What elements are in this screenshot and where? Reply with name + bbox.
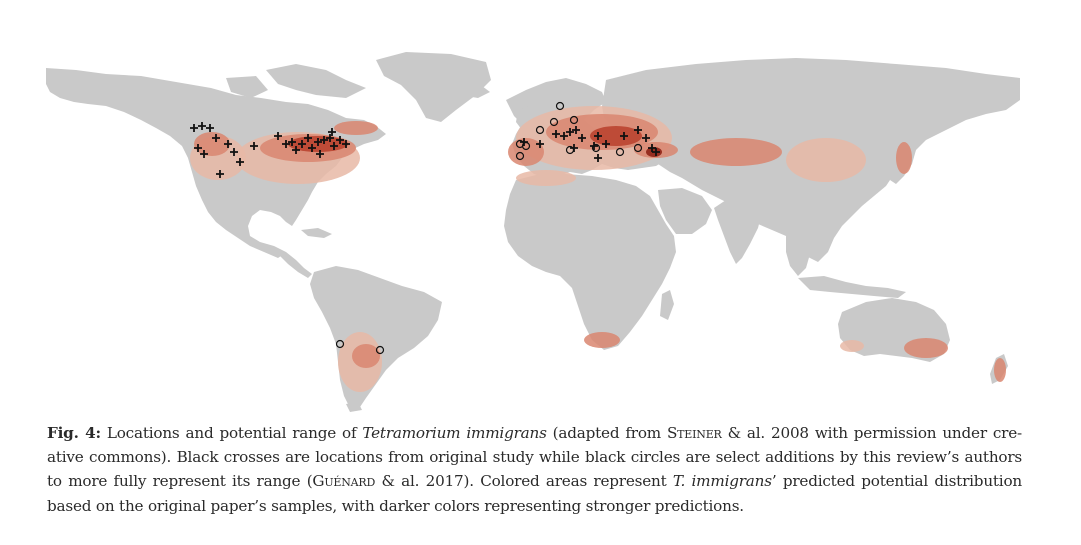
- range-australia-se: [904, 338, 948, 358]
- cross-marker: [236, 158, 244, 166]
- circle-marker: [555, 101, 565, 111]
- madagascar: [660, 290, 674, 320]
- cross-marker: [326, 134, 334, 142]
- cross-marker: [206, 124, 214, 132]
- india: [714, 200, 762, 264]
- cross-marker: [308, 144, 316, 152]
- range-na-ne: [334, 121, 378, 135]
- cross-marker: [304, 134, 312, 142]
- range-na-west-mid: [194, 132, 230, 156]
- caption-text-5: to more fully represent its range (: [47, 472, 313, 491]
- cuba: [301, 228, 332, 238]
- central-america: [274, 246, 312, 278]
- circle-marker: [633, 143, 643, 153]
- africa: [504, 174, 676, 350]
- cross-marker: [342, 140, 350, 148]
- cross-marker: [200, 150, 208, 158]
- cross-marker: [590, 142, 598, 150]
- cross-marker: [336, 136, 344, 144]
- cross-marker: [566, 128, 574, 136]
- cross-marker: [320, 136, 328, 144]
- cross-marker: [572, 126, 580, 134]
- caption-text-8: based on the original paper’s samples, w…: [47, 496, 744, 515]
- arctic-islands-2: [226, 76, 268, 98]
- circle-marker: [569, 115, 579, 125]
- iceland: [466, 86, 490, 98]
- circle-marker: [535, 125, 545, 135]
- cross-marker: [594, 154, 602, 162]
- figure-label: Fig. 4:: [47, 424, 101, 442]
- cross-marker: [642, 134, 650, 142]
- caption-species: Tetramorium immigrans: [362, 424, 547, 442]
- range-europe-dark: [590, 126, 642, 146]
- circle-marker: [591, 143, 601, 153]
- cross-marker: [292, 146, 300, 154]
- circle-marker: [615, 147, 625, 157]
- cross-marker: [648, 144, 656, 152]
- range-central-asia: [690, 138, 782, 166]
- south-america: [310, 266, 442, 410]
- predicted-range: [190, 106, 1006, 392]
- cross-marker: [212, 134, 220, 142]
- cross-marker: [578, 134, 586, 142]
- caption-text-6: & al. 2017). Colored areas represent: [375, 472, 673, 491]
- range-south-africa: [584, 332, 620, 348]
- circle-marker: [549, 117, 559, 127]
- range-china: [786, 138, 866, 182]
- cross-marker: [536, 140, 544, 148]
- circle-marker: [375, 345, 385, 355]
- markers: [190, 101, 660, 355]
- circle-marker: [335, 339, 345, 349]
- caption-author-1: Steiner: [666, 424, 722, 442]
- cross-marker: [250, 142, 258, 150]
- arctic-islands: [266, 64, 366, 98]
- cross-marker: [198, 122, 206, 130]
- cross-marker: [230, 148, 238, 156]
- cross-marker: [224, 140, 232, 148]
- world-map-svg: [46, 52, 1020, 412]
- cross-marker: [274, 132, 282, 140]
- cross-marker: [288, 138, 296, 146]
- cross-marker: [316, 150, 324, 158]
- range-north-africa: [516, 170, 576, 186]
- circle-marker: [515, 151, 525, 161]
- caption-text-3: & al. 2008 with permission under cre-: [721, 424, 1023, 442]
- caption-text-4: ative commons). Black crosses are locati…: [47, 448, 1022, 467]
- world-map: [46, 40, 1020, 412]
- cross-marker: [298, 140, 306, 148]
- arabia: [658, 188, 712, 234]
- tierra-del-fuego: [346, 402, 362, 412]
- circle-marker: [521, 141, 531, 151]
- greenland: [376, 52, 491, 122]
- cross-marker: [602, 140, 610, 148]
- range-south-america-mid: [352, 344, 380, 368]
- caption-species-short: T. immigrans: [672, 472, 772, 491]
- caption-text-2: (adapted from: [546, 424, 667, 442]
- cross-marker: [194, 144, 202, 152]
- caption-text-1: Locations and potential range of: [100, 424, 363, 442]
- range-japan: [896, 142, 912, 174]
- cross-marker: [190, 124, 198, 132]
- cross-marker: [216, 170, 224, 178]
- cross-marker: [652, 148, 660, 156]
- cross-marker: [594, 132, 602, 140]
- cross-marker: [282, 140, 290, 148]
- range-new-zealand: [994, 358, 1006, 382]
- figure-caption: Fig. 4: Locations and potential range of…: [47, 421, 1022, 518]
- caption-author-2: Guénard: [312, 472, 376, 491]
- cross-marker: [620, 132, 628, 140]
- cross-marker: [560, 132, 568, 140]
- caption-text-7: ’ predicted potential distribution: [771, 472, 1022, 491]
- cross-marker: [552, 130, 560, 138]
- range-australia-sw: [840, 340, 864, 352]
- cross-marker: [634, 126, 642, 134]
- cross-marker: [330, 142, 338, 150]
- southeast-asia: [786, 236, 810, 276]
- land-masses: [46, 52, 1020, 412]
- cross-marker: [314, 138, 322, 146]
- indonesia: [798, 276, 906, 298]
- cross-marker: [328, 128, 336, 136]
- circle-marker: [565, 145, 575, 155]
